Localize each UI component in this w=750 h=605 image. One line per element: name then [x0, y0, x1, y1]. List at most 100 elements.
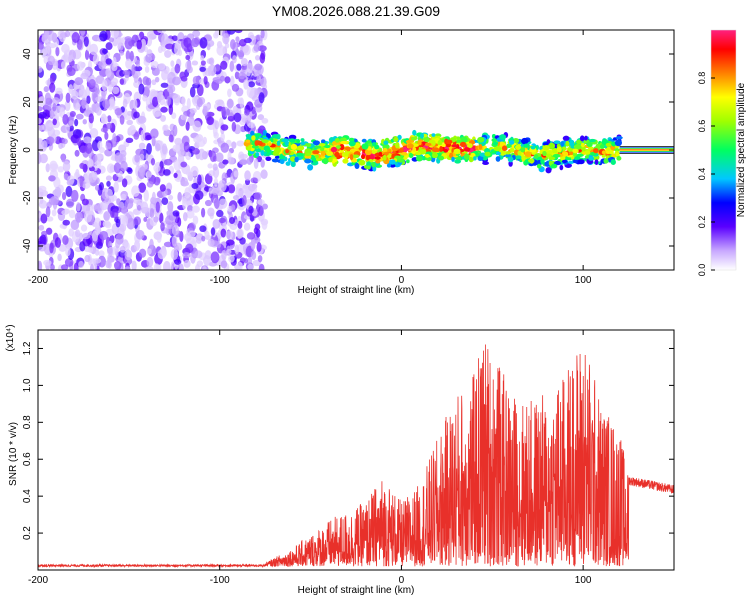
noise-blob: [84, 254, 91, 263]
noise-blob: [143, 189, 149, 202]
noise-blob: [58, 244, 67, 252]
band-cell: [254, 140, 259, 146]
noise-blob: [61, 153, 66, 163]
noise-blob: [189, 112, 194, 120]
noise-blob: [231, 83, 240, 92]
band-cell: [615, 152, 620, 157]
band-cell: [312, 140, 320, 146]
noise-blob: [216, 209, 224, 218]
noise-blob: [246, 232, 256, 240]
band-cell: [389, 163, 396, 168]
noise-blob: [153, 164, 161, 173]
noise-blob: [185, 54, 191, 61]
noise-blob: [80, 224, 88, 232]
noise-blob: [208, 57, 215, 66]
band-cell: [314, 145, 322, 149]
noise-blob: [114, 152, 123, 164]
noise-blob: [66, 179, 74, 186]
noise-blob: [118, 50, 125, 56]
noise-blob: [64, 258, 74, 267]
noise-blob: [119, 160, 128, 172]
band-cell: [574, 144, 582, 150]
band-cell: [364, 148, 373, 156]
band-cell: [542, 144, 550, 151]
noise-blob: [213, 177, 219, 187]
band-cell: [300, 141, 306, 146]
y-tick-label: -40: [22, 238, 33, 253]
y-tick-label: 40: [22, 48, 33, 60]
noise-blob: [150, 128, 159, 139]
noise-blob: [172, 124, 178, 137]
noise-blob: [91, 103, 97, 112]
noise-blob: [62, 160, 71, 172]
noise-blob: [178, 263, 184, 270]
noise-blob: [190, 253, 196, 264]
noise-blob: [38, 124, 44, 131]
noise-blob: [150, 158, 156, 166]
band-cell: [424, 153, 430, 158]
noise-blob: [39, 234, 47, 247]
band-cell: [266, 148, 271, 153]
noise-blob: [80, 72, 89, 80]
noise-blob: [149, 207, 155, 219]
noise-blob: [129, 50, 134, 62]
noise-blob: [92, 53, 99, 65]
noise-blob: [225, 230, 234, 240]
noise-blob: [43, 259, 52, 266]
noise-blob: [218, 198, 228, 209]
band-cell: [524, 151, 532, 158]
band-cell: [361, 138, 367, 143]
band-cell: [572, 148, 579, 154]
band-cell: [322, 157, 329, 165]
band-cell: [586, 141, 593, 148]
noise-blob: [239, 153, 248, 160]
noise-blob: [135, 59, 141, 68]
band-cell: [361, 154, 366, 160]
noise-blob: [157, 93, 162, 103]
x-tick-label: 100: [575, 575, 592, 586]
snr-plot-area: [38, 344, 674, 569]
y-tick-label: 1.0: [22, 378, 33, 392]
noise-blob: [202, 266, 207, 270]
noise-blob: [79, 175, 84, 188]
noise-blob: [233, 112, 242, 123]
noise-blob: [231, 204, 236, 211]
colorbar: [710, 29, 737, 271]
noise-blob: [38, 185, 47, 193]
noise-blob: [155, 201, 160, 213]
band-cell: [580, 142, 585, 148]
band-cell: [530, 146, 536, 150]
noise-blob: [46, 216, 54, 222]
band-cell: [445, 139, 453, 145]
noise-blob: [243, 222, 251, 231]
noise-blob: [74, 77, 84, 86]
band-cell: [344, 146, 352, 151]
band-cell: [271, 158, 279, 163]
noise-blob: [98, 182, 104, 191]
noise-blob: [108, 37, 115, 43]
noise-blob: [145, 77, 152, 86]
noise-blob: [100, 115, 109, 125]
noise-blob: [65, 198, 75, 208]
noise-blob: [125, 137, 134, 144]
noise-blob: [185, 243, 194, 254]
band-cell: [504, 151, 511, 155]
noise-blob: [113, 162, 122, 174]
band-cell: [595, 143, 601, 149]
noise-blob: [119, 245, 126, 253]
noise-blob: [40, 213, 48, 224]
noise-blob: [108, 84, 113, 93]
noise-blob: [218, 217, 226, 224]
band-cell: [405, 139, 412, 144]
band-cell: [250, 130, 255, 137]
band-cell: [374, 144, 380, 150]
band-cell: [559, 164, 564, 171]
noise-blob: [219, 75, 225, 82]
band-cell: [439, 146, 443, 152]
noise-blob: [133, 72, 139, 83]
noise-blob: [165, 215, 174, 226]
band-cell: [495, 156, 501, 162]
noise-blob: [180, 181, 190, 187]
noise-blob: [68, 209, 76, 219]
noise-blob: [102, 221, 108, 227]
